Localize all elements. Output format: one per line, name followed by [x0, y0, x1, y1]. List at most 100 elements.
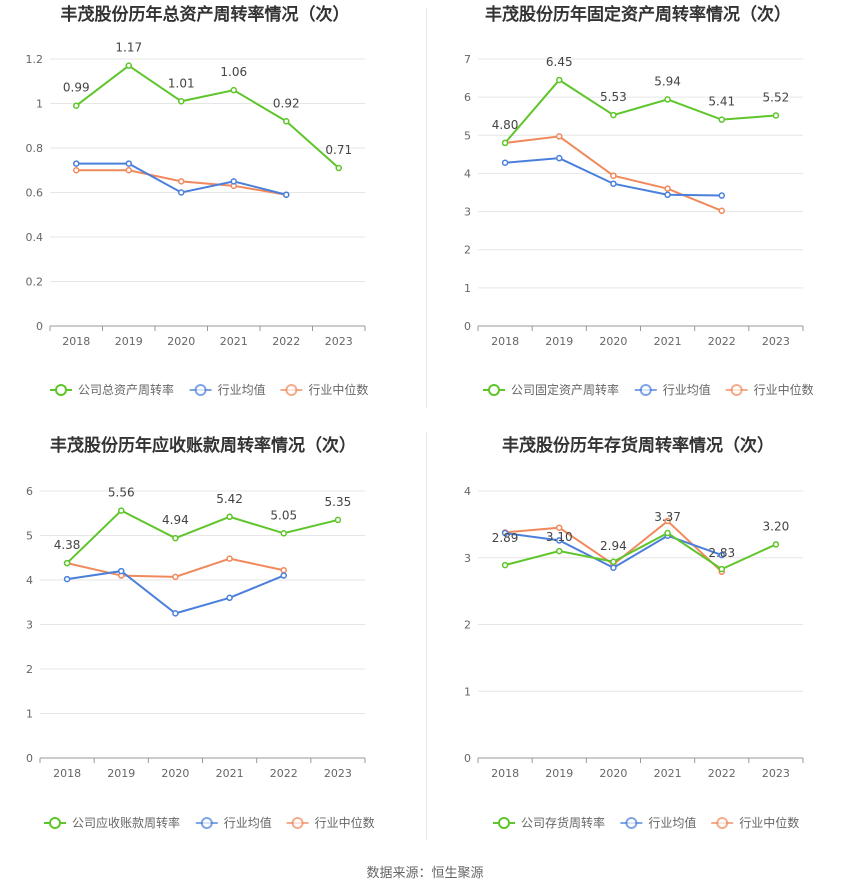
- x-tick-label: 2020: [167, 335, 195, 348]
- legend-item-company: 公司固定资产周转率: [483, 382, 619, 397]
- chart-title: 丰茂股份历年存货周转率情况（次）: [502, 435, 774, 456]
- chart-title: 丰茂股份历年应收账款周转率情况（次）: [50, 435, 356, 456]
- data-label: 2.94: [600, 539, 627, 553]
- chart-3: 丰茂股份历年应收账款周转率情况（次） 0 1 2 3 4 5 6 2018 2019 2020 202…: [26, 435, 375, 830]
- legend-label: 行业均值: [218, 382, 266, 397]
- legend-item-industry-median: 行业中位数: [711, 815, 799, 830]
- chart-2: 丰茂股份历年固定资产周转率情况（次） 0 1 2 3 4 5 6 7 2018 2019 2020 20…: [464, 4, 814, 397]
- data-point: [556, 547, 563, 555]
- legend-label: 行业中位数: [754, 382, 814, 397]
- data-label: 5.42: [216, 492, 243, 506]
- source-note: 数据来源：恒生聚源: [366, 866, 484, 881]
- data-point: [283, 118, 290, 125]
- data-point: [556, 133, 563, 140]
- legend-item-company: 公司总资产周转率: [50, 382, 174, 397]
- x-tick-label: 2020: [599, 767, 627, 780]
- data-point: [226, 513, 233, 521]
- chart-title: 丰茂股份历年总资产周转率情况（次）: [61, 4, 350, 25]
- data-label: 1.06: [220, 65, 247, 79]
- y-tick-label: 4: [464, 485, 471, 498]
- legend-label: 公司存货周转率: [521, 815, 605, 830]
- legend-label: 行业均值: [224, 815, 272, 830]
- data-point: [280, 572, 287, 579]
- chart-title: 丰茂股份历年固定资产周转率情况（次）: [485, 4, 791, 25]
- data-label: 4.94: [162, 513, 189, 527]
- data-point: [501, 159, 509, 166]
- data-point: [664, 517, 671, 525]
- x-tick-label: 2021: [654, 767, 682, 780]
- data-point: [718, 565, 725, 573]
- x-tick-label: 2021: [216, 767, 244, 780]
- data-point: [283, 191, 290, 198]
- data-point: [556, 154, 563, 162]
- legend-item-company: 公司应收账款周转率: [44, 815, 180, 830]
- y-tick-label: 0.4: [26, 231, 44, 244]
- y-tick-label: 1: [464, 282, 471, 295]
- data-label: 5.41: [708, 95, 735, 109]
- x-tick-label: 2023: [762, 335, 790, 348]
- data-point: [610, 564, 617, 572]
- data-point: [610, 172, 617, 179]
- legend-label: 行业中位数: [308, 382, 368, 397]
- data-point: [73, 102, 80, 109]
- legend-item-industry-avg: 行业均值: [634, 382, 711, 397]
- data-point: [63, 575, 71, 583]
- y-tick-label: 6: [464, 91, 471, 104]
- vertical-divider-bottom: [426, 432, 427, 840]
- data-label: 5.35: [325, 495, 352, 509]
- legend-label: 行业均值: [648, 815, 696, 830]
- legend-item-industry-avg: 行业均值: [620, 815, 696, 830]
- series-line-company: [504, 531, 777, 571]
- x-tick-label: 2018: [491, 767, 519, 780]
- data-point: [718, 207, 725, 215]
- y-tick-label: 4: [26, 574, 33, 587]
- y-tick-label: 2: [464, 619, 471, 632]
- y-tick-label: 1: [26, 708, 33, 721]
- x-tick-label: 2023: [325, 335, 353, 348]
- data-point: [664, 96, 671, 103]
- data-point: [501, 139, 509, 147]
- x-tick-label: 2022: [272, 335, 300, 348]
- data-point: [230, 178, 237, 185]
- series-line-company: [75, 64, 340, 169]
- y-tick-label: 0: [36, 320, 43, 333]
- legend-marker: [285, 384, 298, 396]
- data-point: [118, 567, 125, 575]
- chart-4: 丰茂股份历年存货周转率情况（次） 0 1 2 3 4 2018 2019 2020 2021 202…: [464, 435, 804, 830]
- data-label: 0.92: [273, 96, 300, 110]
- data-label: 5.53: [600, 90, 627, 104]
- data-label: 5.56: [108, 486, 135, 500]
- data-point: [125, 167, 132, 174]
- data-label: 0.71: [325, 143, 352, 157]
- legend-label: 行业中位数: [739, 815, 799, 830]
- data-label: 5.52: [763, 90, 790, 104]
- data-point: [178, 178, 185, 185]
- legend-item-industry-avg: 行业均值: [189, 382, 266, 397]
- data-label: 2.89: [492, 531, 519, 545]
- data-point: [280, 566, 287, 574]
- x-tick-label: 2021: [654, 335, 682, 348]
- data-point: [718, 551, 725, 559]
- data-point: [172, 573, 179, 581]
- legend-marker: [55, 384, 67, 396]
- data-point: [501, 561, 509, 569]
- data-point: [172, 610, 179, 617]
- y-tick-label: 5: [464, 129, 471, 142]
- legend-item-industry-avg: 行业均值: [195, 815, 272, 830]
- y-tick-label: 0: [26, 752, 33, 765]
- y-tick-label: 1.2: [26, 53, 44, 66]
- legend-marker: [488, 384, 500, 396]
- y-tick-label: 0.2: [26, 276, 44, 289]
- y-tick-label: 7: [464, 53, 471, 66]
- x-tick-label: 2018: [491, 335, 519, 348]
- legend-marker: [194, 384, 207, 396]
- data-point: [125, 160, 132, 167]
- data-point: [501, 529, 509, 537]
- legend-label: 公司总资产周转率: [78, 382, 174, 397]
- data-point: [610, 180, 617, 187]
- data-point: [556, 537, 563, 544]
- y-tick-label: 1: [464, 685, 471, 698]
- data-point: [772, 112, 780, 119]
- data-label: 1.01: [168, 76, 195, 90]
